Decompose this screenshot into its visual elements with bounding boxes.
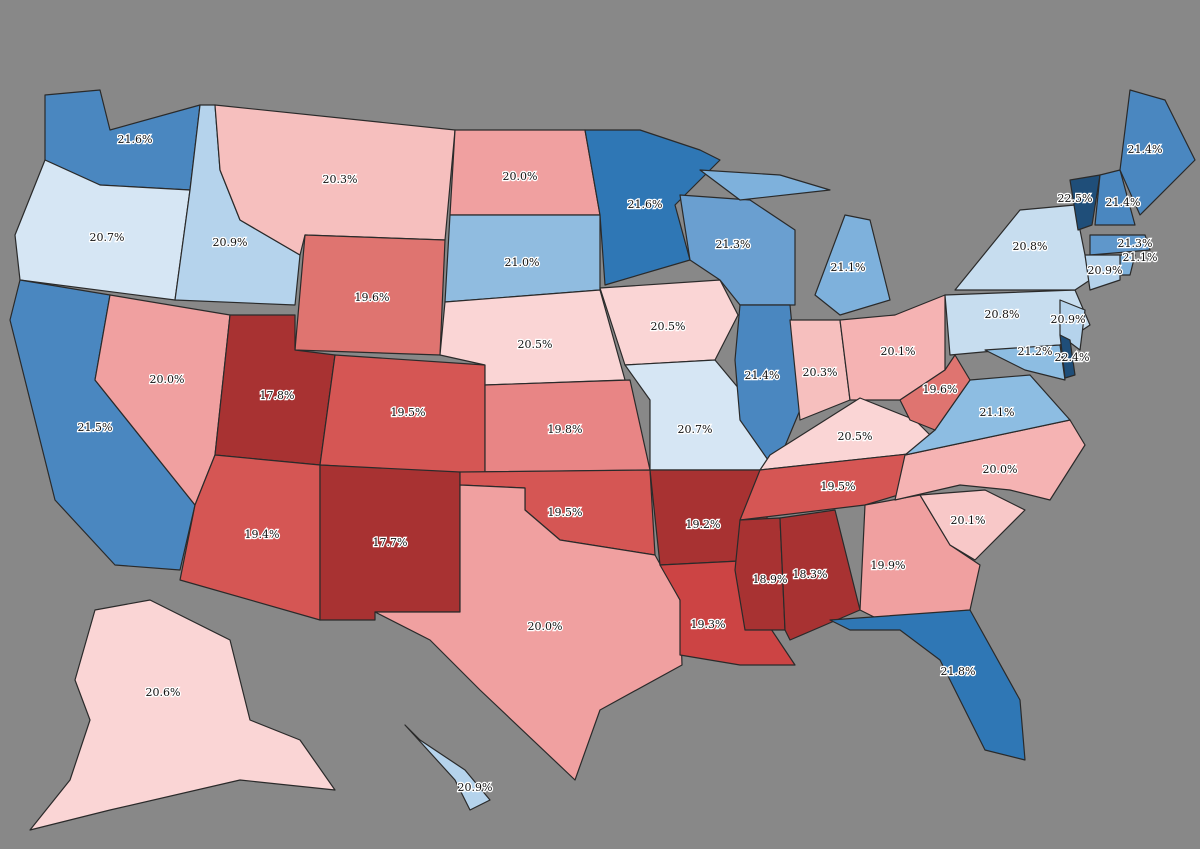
state: [374, 484, 683, 781]
state-label: 17.7%: [373, 536, 408, 549]
state-label: 18.9%: [753, 573, 788, 586]
state: [1059, 334, 1076, 379]
state-label: 21.1%: [831, 261, 866, 274]
state-label: 19.2%: [686, 518, 721, 531]
state-label: 20.0%: [503, 170, 538, 183]
state-label: 19.6%: [355, 291, 390, 304]
state: [829, 609, 1026, 761]
state-label: 21.4%: [1128, 143, 1163, 156]
state-label: 21.0%: [505, 256, 540, 269]
state-label: 20.5%: [838, 430, 873, 443]
regions: [9, 89, 1196, 831]
state-label: 21.6%: [628, 198, 663, 211]
state: [1069, 174, 1101, 231]
state-label: 20.1%: [881, 345, 916, 358]
state: [814, 214, 891, 316]
state-label: 18.3%: [793, 568, 828, 581]
state-label: 20.9%: [213, 236, 248, 249]
state-label: 20.7%: [90, 231, 125, 244]
state-label: 20.7%: [678, 423, 713, 436]
state: [1094, 169, 1136, 226]
state-label: 21.3%: [716, 238, 751, 251]
michigan-upper: [699, 169, 831, 201]
state-label: 19.3%: [691, 618, 726, 631]
state-label: 21.3%: [1118, 237, 1153, 250]
state: [1089, 234, 1151, 256]
state-label: 19.9%: [871, 559, 906, 572]
state: [894, 419, 1086, 501]
state-label: 17.8%: [260, 389, 295, 402]
state-label: 19.4%: [245, 528, 280, 541]
state-label: 22.4%: [1055, 351, 1090, 364]
state-label: 20.3%: [323, 173, 358, 186]
state-label: 20.9%: [458, 781, 493, 794]
state-label: 20.8%: [985, 308, 1020, 321]
state: [179, 454, 321, 621]
state: [584, 129, 721, 286]
state: [954, 204, 1091, 291]
state-label: 21.4%: [1106, 196, 1141, 209]
state-label: 19.5%: [548, 506, 583, 519]
state-label: 21.4%: [745, 369, 780, 382]
state-label: 19.6%: [923, 383, 958, 396]
state-label: 22.5%: [1058, 192, 1093, 205]
state: [919, 489, 1026, 561]
state-label: 20.0%: [528, 620, 563, 633]
state: [404, 724, 491, 811]
state: [734, 517, 786, 631]
state-label: 19.5%: [821, 480, 856, 493]
state-label: 21.2%: [1018, 345, 1053, 358]
state-label: 21.5%: [78, 421, 113, 434]
state-label: 20.6%: [146, 686, 181, 699]
state: [599, 279, 739, 366]
state-label: 20.0%: [150, 373, 185, 386]
state: [984, 344, 1066, 381]
state: [899, 354, 971, 431]
state: [1084, 254, 1121, 291]
state-label: 21.6%: [118, 133, 153, 146]
state-label: 19.8%: [548, 423, 583, 436]
state: [29, 599, 336, 831]
state-label: 21.1%: [1123, 251, 1158, 264]
state-label: 20.9%: [1088, 264, 1123, 277]
state-label: 21.1%: [980, 406, 1015, 419]
state-label: 20.9%: [1051, 313, 1086, 326]
state-label: 20.0%: [983, 463, 1018, 476]
state-label: 20.3%: [803, 366, 838, 379]
state-label: 20.5%: [518, 338, 553, 351]
state-label: 20.1%: [951, 514, 986, 527]
state-label: 20.8%: [1013, 240, 1048, 253]
state: [779, 509, 861, 641]
state-label: 21.8%: [941, 665, 976, 678]
state-label: 19.5%: [391, 406, 426, 419]
state: [1119, 89, 1196, 216]
state-label: 20.5%: [651, 320, 686, 333]
